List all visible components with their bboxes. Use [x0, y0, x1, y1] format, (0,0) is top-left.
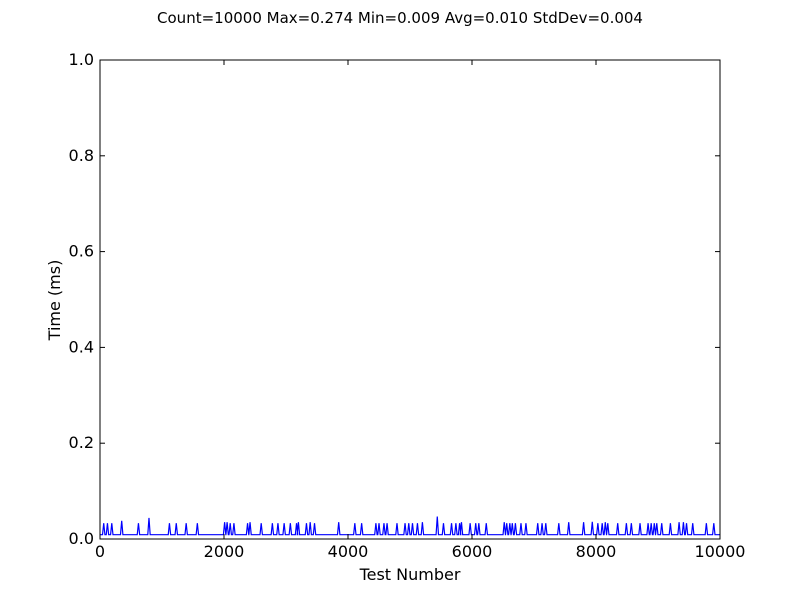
y-axis-title: Time (ms): [45, 260, 64, 342]
y-tick-label: 1.0: [69, 50, 94, 69]
x-tick-label: 4000: [328, 542, 369, 561]
x-tick-label: 0: [95, 542, 105, 561]
x-tick-label: 2000: [204, 542, 245, 561]
x-tick-label: 6000: [452, 542, 493, 561]
y-tick-label: 0.4: [69, 337, 94, 356]
y-tick-label: 0.6: [69, 242, 94, 261]
series-line-0: [100, 516, 720, 536]
chart-title: Count=10000 Max=0.274 Min=0.009 Avg=0.01…: [157, 9, 643, 27]
y-tick-label: 0.2: [69, 433, 94, 452]
x-axis: 0 2000 4000 6000 8000 10000: [95, 60, 746, 561]
y-tick-label: 0.0: [69, 529, 94, 548]
x-axis-title: Test Number: [359, 565, 461, 584]
x-tick-label: 10000: [695, 542, 746, 561]
y-axis: 0.0 0.2 0.4 0.6 0.8 1.0: [69, 50, 720, 548]
x-tick-label: 8000: [576, 542, 617, 561]
y-tick-label: 0.8: [69, 146, 94, 165]
plot-frame: [99, 59, 721, 540]
plot-series: [100, 516, 720, 536]
